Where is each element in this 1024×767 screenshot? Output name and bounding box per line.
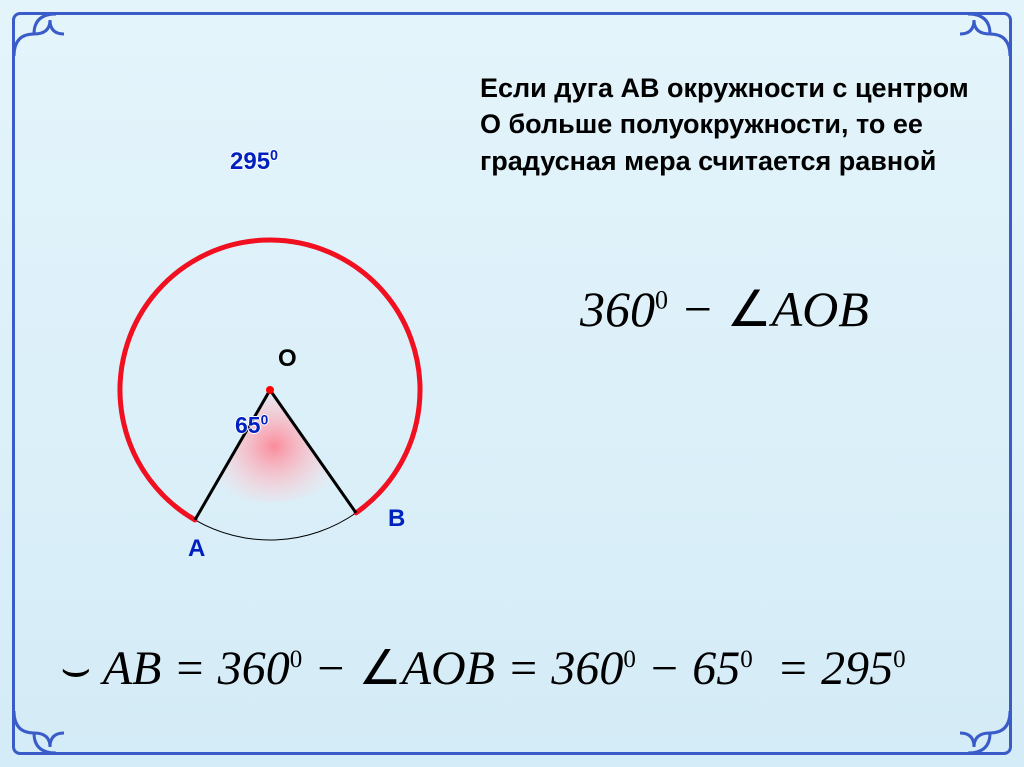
ab: AB — [103, 642, 162, 695]
label-65-num: 65 — [235, 412, 261, 438]
n65: 65 — [692, 642, 740, 695]
minor-arc — [195, 513, 356, 540]
formula-main: 3600 − ∠AOB — [580, 280, 869, 338]
angle-sector — [214, 390, 335, 503]
m1: − — [302, 642, 358, 695]
corner-bottom-left — [6, 701, 66, 761]
aob: AOB — [772, 281, 869, 337]
circle-diagram: 2950 650 O A B — [60, 130, 460, 610]
m2: − — [636, 642, 692, 695]
ang: ∠ — [359, 642, 402, 695]
s4: 0 — [893, 646, 906, 673]
corner-bottom-right — [958, 701, 1018, 761]
s3: 0 — [740, 646, 753, 673]
center-dot — [266, 386, 274, 394]
angle-symbol: ∠ — [727, 281, 772, 337]
n360: 360 — [580, 281, 655, 337]
label-o: O — [278, 345, 297, 373]
n295: 295 — [821, 642, 893, 695]
eq2: = — [495, 642, 551, 695]
label-a: A — [188, 535, 205, 563]
theorem-text: Если дуга АВ окружности с центром О боль… — [480, 70, 990, 179]
corner-top-right — [958, 6, 1018, 66]
corner-top-left — [6, 6, 66, 66]
label-295-num: 295 — [230, 148, 270, 175]
formula-bottom: ⌣ AB = 3600 − ∠AOB = 3600 − 650 = 2950 — [60, 640, 906, 697]
s2: 0 — [623, 646, 636, 673]
n360a: 360 — [218, 642, 290, 695]
label-65: 650 — [235, 412, 268, 439]
eq1: = — [161, 642, 217, 695]
eq3: = — [765, 642, 821, 695]
arc-symbol: ⌣ — [60, 641, 92, 697]
label-65-sup: 0 — [261, 412, 269, 427]
sup0: 0 — [655, 285, 668, 314]
label-295: 2950 — [230, 148, 278, 176]
label-b: B — [388, 505, 405, 533]
n360b: 360 — [551, 642, 623, 695]
s1: 0 — [290, 646, 303, 673]
diagram-svg — [60, 130, 460, 610]
aob2: AOB — [402, 642, 495, 695]
label-295-sup: 0 — [270, 148, 278, 164]
minus: − — [668, 281, 727, 337]
